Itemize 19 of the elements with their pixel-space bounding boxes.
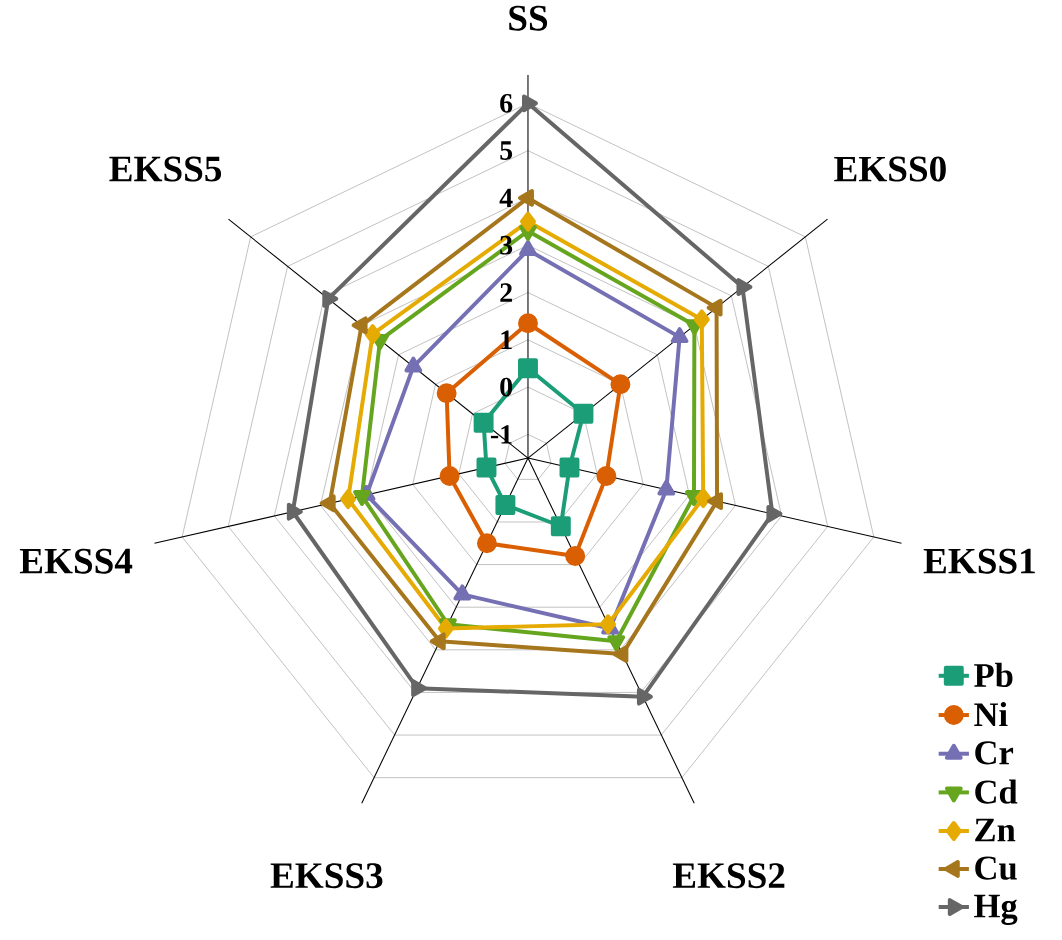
- legend-label: Cr: [975, 741, 1014, 765]
- legend-label: Zn: [975, 818, 1016, 842]
- spoke-label: EKSS3: [270, 863, 383, 889]
- y-tick-label: 4: [499, 188, 513, 208]
- legend-label: Pb: [974, 662, 1013, 688]
- spoke-label: EKSS4: [19, 548, 133, 574]
- spoke-label: EKSS2: [672, 863, 785, 889]
- legend-label: Ni: [974, 702, 1008, 727]
- legend-label: Cd: [975, 779, 1018, 804]
- spoke-label: EKSS1: [923, 548, 1035, 574]
- legend-label: Cu: [975, 856, 1017, 880]
- spoke-label: SS: [509, 5, 548, 31]
- spoke-label: EKSS0: [834, 156, 946, 182]
- spoke-label: EKSS5: [109, 156, 222, 182]
- y-tick-label: 6: [500, 93, 513, 113]
- legend-label: Hg: [974, 894, 1018, 925]
- y-tick-label: 2: [500, 283, 512, 302]
- y-tick-label: 0: [500, 377, 513, 397]
- y-tick-label: 5: [500, 141, 513, 160]
